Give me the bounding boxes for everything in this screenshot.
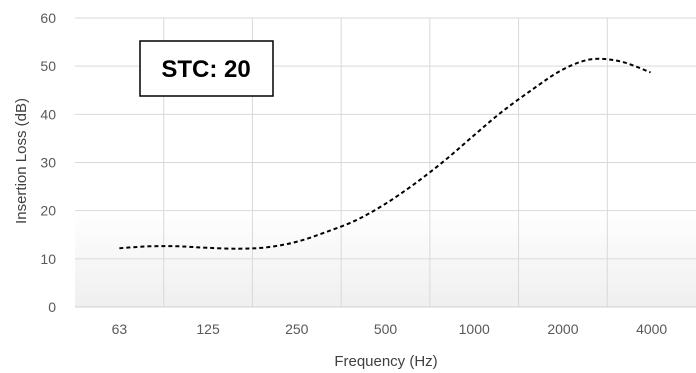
x-tick-labels: 63 125 250 500 1000 2000 4000 (112, 321, 668, 337)
x-tick-label: 1000 (459, 321, 490, 337)
y-tick-label: 20 (40, 203, 56, 219)
y-tick-label: 40 (40, 106, 56, 122)
x-tick-label: 4000 (636, 321, 667, 337)
x-tick-label: 250 (285, 321, 309, 337)
y-tick-label: 30 (40, 155, 56, 171)
y-tick-label: 0 (48, 299, 56, 315)
x-tick-label: 2000 (547, 321, 578, 337)
x-tick-label: 500 (374, 321, 398, 337)
stc-badge-label: STC: 20 (161, 56, 250, 83)
x-tick-label: 63 (112, 321, 128, 337)
y-tick-labels: 0 10 20 30 40 50 60 (40, 10, 56, 315)
y-tick-label: 50 (40, 58, 56, 74)
x-tick-label: 125 (196, 321, 220, 337)
x-axis-title: Frequency (Hz) (334, 353, 437, 370)
y-tick-label: 10 (40, 251, 56, 267)
stc-badge: STC: 20 (140, 41, 273, 96)
y-axis-title: Insertion Loss (dB) (13, 98, 30, 224)
y-tick-label: 60 (40, 10, 56, 26)
